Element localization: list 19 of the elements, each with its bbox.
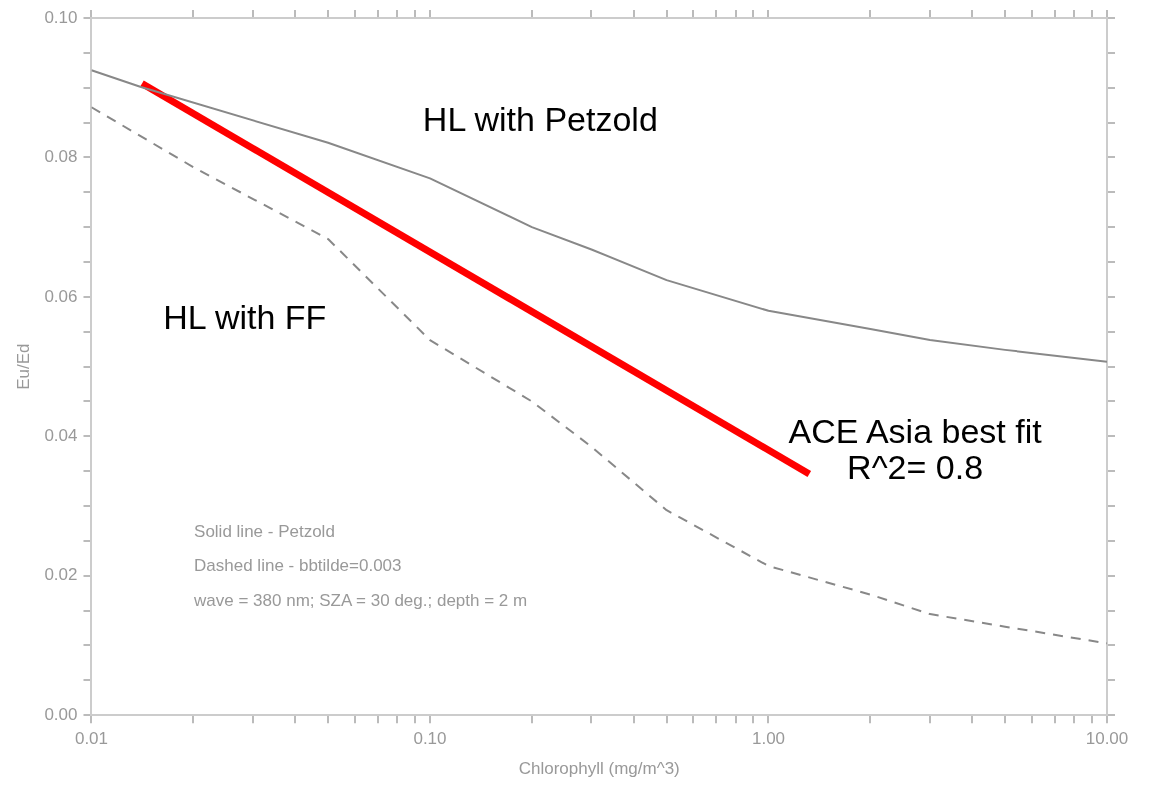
y-tick-label: 0.00 — [44, 704, 78, 724]
annotation: wave = 380 nm; SZA = 30 deg.; depth = 2 m — [193, 591, 528, 611]
x-tick-label: 1.00 — [751, 729, 786, 749]
annotation: HL with Petzold — [422, 99, 658, 138]
x-tick-label: 0.01 — [74, 729, 109, 749]
y-tick-label: 0.06 — [44, 286, 78, 306]
y-tick-label: 0.02 — [44, 565, 78, 585]
annotation: R^2= 0.8 — [847, 448, 984, 487]
annotation: ACE Asia best fit — [788, 411, 1043, 450]
y-tick-label: 0.04 — [44, 426, 78, 446]
annotation: Dashed line - bbtilde=0.003 — [194, 556, 402, 576]
x-axis-title: Chlorophyll (mg/m^3) — [518, 759, 680, 779]
annotation: HL with FF — [163, 297, 327, 336]
x-tick-label: 10.00 — [1085, 729, 1129, 749]
annotation: Solid line - Petzold — [194, 521, 335, 541]
y-axis-title: Eu/Ed — [13, 343, 33, 390]
y-tick-label: 0.10 — [44, 7, 78, 27]
y-tick-label: 0.08 — [44, 147, 78, 167]
x-tick-label: 0.10 — [413, 729, 447, 749]
